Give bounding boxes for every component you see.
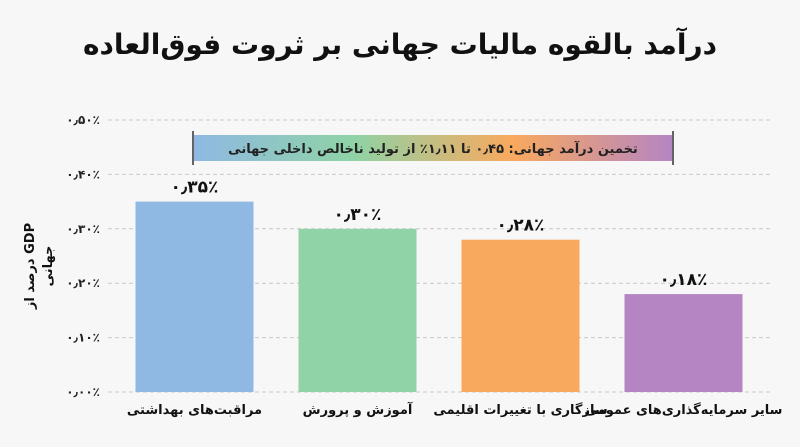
- annotation-band: [194, 135, 672, 161]
- bar-value-label: ۰٫۳۰٪: [334, 205, 382, 225]
- y-tick-label: ۰٫۱۰٪: [66, 331, 100, 345]
- y-tick-label: ۰٫۲۰٪: [66, 276, 100, 290]
- bar-value-label: ۰٫۲۸٪: [497, 216, 545, 236]
- y-tick-label: ۰٫۵۰٪: [66, 113, 100, 127]
- bar: [461, 239, 580, 392]
- bar-value-label: ۰٫۳۵٪: [171, 178, 219, 198]
- y-axis-label: جهانی: [41, 246, 56, 287]
- x-category-label: سایر سرمایه‌گذاری‌های عمومی: [585, 402, 783, 418]
- x-category-label: آموزش و پرورش: [303, 401, 413, 418]
- x-category-label: مراقبت‌های بهداشتی: [127, 403, 262, 418]
- x-category-label: سازگاری با تغییرات اقلیمی: [433, 402, 607, 418]
- bar: [624, 294, 743, 392]
- y-tick-label: ۰٫۰۰٪: [66, 385, 100, 399]
- y-tick-label: ۰٫۳۰٪: [66, 222, 100, 236]
- bar: [298, 228, 417, 392]
- y-axis-label: درصد از GDP: [23, 223, 38, 310]
- bar: [135, 201, 254, 392]
- chart-title: درآمد بالقوه مالیات جهانی بر ثروت فوق‌ال…: [83, 28, 717, 61]
- y-tick-label: ۰٫۴۰٪: [66, 167, 100, 181]
- annotation-text: تخمین درآمد جهانی: ۰٫۴۵ تا ۱٫۱۱٪ از تولی…: [228, 140, 638, 157]
- bar-value-label: ۰٫۱۸٪: [660, 270, 708, 290]
